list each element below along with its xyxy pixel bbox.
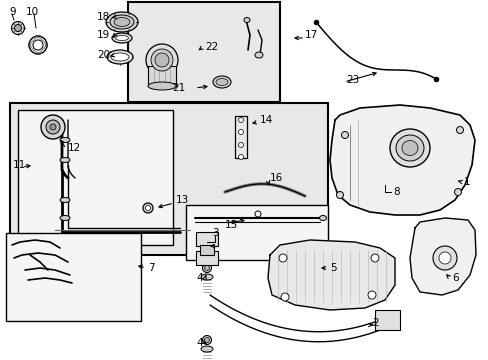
- Text: 5: 5: [329, 263, 336, 273]
- Bar: [200, 245, 214, 255]
- Ellipse shape: [29, 36, 47, 54]
- Ellipse shape: [201, 274, 213, 280]
- Ellipse shape: [107, 50, 133, 64]
- Text: 9: 9: [9, 7, 16, 17]
- Text: 19: 19: [97, 30, 110, 40]
- Circle shape: [279, 254, 286, 262]
- Ellipse shape: [204, 266, 209, 270]
- Text: 17: 17: [305, 30, 318, 40]
- Ellipse shape: [401, 140, 417, 156]
- Bar: [374, 310, 399, 330]
- Circle shape: [370, 254, 378, 262]
- Text: 23: 23: [346, 75, 359, 85]
- Text: 10: 10: [26, 7, 39, 17]
- Ellipse shape: [202, 264, 211, 273]
- Text: 6: 6: [451, 273, 458, 283]
- Bar: [196, 232, 218, 246]
- Text: 1: 1: [463, 177, 469, 187]
- Ellipse shape: [453, 189, 461, 195]
- Ellipse shape: [341, 131, 348, 139]
- Ellipse shape: [148, 82, 176, 90]
- Ellipse shape: [395, 135, 423, 161]
- Ellipse shape: [213, 76, 230, 88]
- Text: 11: 11: [13, 160, 26, 170]
- Ellipse shape: [254, 52, 263, 58]
- Ellipse shape: [12, 22, 24, 35]
- Ellipse shape: [145, 206, 150, 211]
- Ellipse shape: [33, 40, 43, 50]
- Text: 14: 14: [260, 115, 273, 125]
- Circle shape: [238, 154, 243, 159]
- Ellipse shape: [110, 15, 134, 29]
- Circle shape: [254, 211, 261, 217]
- Ellipse shape: [216, 78, 227, 86]
- Ellipse shape: [106, 12, 138, 32]
- Ellipse shape: [456, 126, 463, 134]
- Ellipse shape: [60, 158, 70, 162]
- Text: 12: 12: [68, 143, 81, 153]
- Circle shape: [41, 115, 65, 139]
- Bar: [196, 251, 218, 265]
- Circle shape: [50, 124, 56, 130]
- Ellipse shape: [111, 53, 129, 61]
- Ellipse shape: [115, 36, 128, 41]
- Circle shape: [238, 143, 243, 148]
- Bar: [10, 103, 327, 255]
- Text: 21: 21: [172, 83, 185, 93]
- Bar: [6, 233, 141, 321]
- Circle shape: [438, 252, 450, 264]
- Text: 4: 4: [196, 338, 202, 348]
- Polygon shape: [329, 105, 474, 215]
- Text: 22: 22: [204, 42, 218, 52]
- Text: 20: 20: [97, 50, 110, 60]
- Circle shape: [238, 130, 243, 135]
- Text: 16: 16: [269, 173, 283, 183]
- Circle shape: [46, 120, 60, 134]
- Polygon shape: [267, 240, 394, 310]
- Text: 3: 3: [212, 228, 218, 238]
- Text: 2: 2: [371, 318, 378, 328]
- Ellipse shape: [201, 346, 213, 352]
- Circle shape: [367, 291, 375, 299]
- Ellipse shape: [202, 336, 211, 345]
- Ellipse shape: [204, 338, 209, 342]
- Ellipse shape: [60, 216, 70, 220]
- Ellipse shape: [389, 129, 429, 167]
- Bar: [185, 205, 327, 260]
- Circle shape: [238, 117, 243, 122]
- Ellipse shape: [112, 33, 132, 43]
- Ellipse shape: [336, 192, 343, 198]
- Ellipse shape: [15, 24, 21, 32]
- Bar: [128, 2, 280, 102]
- Ellipse shape: [60, 198, 70, 202]
- Text: 8: 8: [392, 187, 399, 197]
- Ellipse shape: [142, 203, 153, 213]
- Ellipse shape: [60, 138, 70, 143]
- Ellipse shape: [155, 53, 169, 67]
- Bar: [148, 66, 176, 86]
- Ellipse shape: [244, 18, 249, 23]
- Polygon shape: [409, 218, 475, 295]
- Ellipse shape: [114, 18, 130, 27]
- Ellipse shape: [151, 49, 173, 71]
- Bar: [235, 116, 246, 158]
- Text: 15: 15: [224, 220, 238, 230]
- Text: 18: 18: [97, 12, 110, 22]
- Text: 7: 7: [148, 263, 154, 273]
- Ellipse shape: [146, 44, 178, 76]
- Bar: [18, 110, 173, 245]
- Circle shape: [432, 246, 456, 270]
- Text: 13: 13: [176, 195, 189, 205]
- Circle shape: [281, 293, 288, 301]
- Text: 4: 4: [196, 273, 202, 283]
- Ellipse shape: [319, 216, 326, 220]
